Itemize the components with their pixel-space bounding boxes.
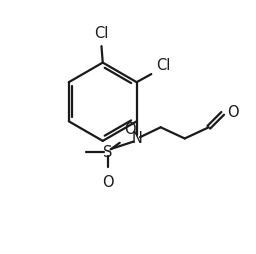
Text: Cl: Cl (156, 58, 171, 73)
Text: N: N (131, 131, 142, 146)
Text: O: O (102, 175, 113, 190)
Text: S: S (103, 145, 112, 160)
Text: O: O (227, 105, 239, 120)
Text: O: O (124, 122, 136, 137)
Text: Cl: Cl (94, 26, 109, 41)
